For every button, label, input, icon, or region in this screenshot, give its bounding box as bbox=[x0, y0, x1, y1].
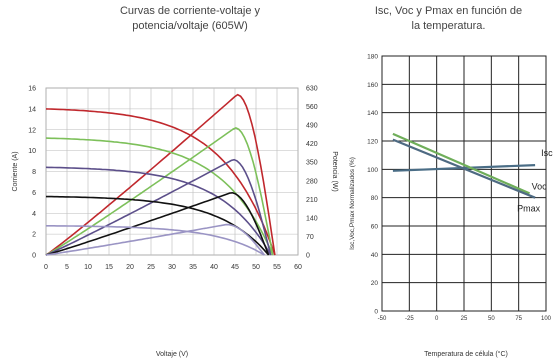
chart1-y2-tick-label: 70 bbox=[306, 234, 314, 241]
chart1-y2-tick-label: 0 bbox=[306, 253, 310, 260]
chart2-y-tick-label: 120 bbox=[367, 139, 378, 146]
chart2-series-label: Isc bbox=[541, 148, 553, 158]
chart1-y2-tick-label: 630 bbox=[306, 86, 318, 93]
chart1-y-tick-label: 8 bbox=[32, 169, 36, 176]
chart2-x-tick-label: 50 bbox=[488, 316, 495, 322]
chart1-y-tick-label: 2 bbox=[32, 232, 36, 239]
chart1-y2-tick-label: 140 bbox=[306, 215, 318, 222]
chart2-y-tick-label: 180 bbox=[367, 54, 378, 61]
chart1-title: Curvas de corriente-voltaje y potencia/v… bbox=[60, 4, 320, 34]
chart1-x-tick-label: 0 bbox=[44, 264, 48, 271]
chart1-y2-tick-label: 350 bbox=[306, 160, 318, 167]
chart2-title-line2: la temperatura. bbox=[411, 20, 486, 32]
chart1-iv-curve bbox=[45, 137, 274, 256]
chart1-title-line2: potencia/voltaje (605W) bbox=[132, 20, 248, 32]
chart1-x-tick-label: 5 bbox=[65, 264, 69, 271]
chart1-pv-curve bbox=[45, 127, 274, 256]
chart2-y-tick-label: 20 bbox=[371, 280, 379, 287]
chart2-x-tick-label: 25 bbox=[461, 316, 468, 322]
chart1-iv-curve bbox=[45, 166, 272, 256]
chart1-x-tick-label: 40 bbox=[210, 264, 218, 271]
chart1-y-tick-label: 12 bbox=[28, 127, 36, 134]
chart1-y2-axis-label: Potencia (W) bbox=[331, 151, 338, 191]
chart1-y2-tick-label: 490 bbox=[306, 123, 318, 130]
chart1-y-tick-label: 16 bbox=[28, 86, 36, 93]
chart1-x-tick-label: 15 bbox=[105, 264, 113, 271]
chart1-x-tick-label: 45 bbox=[231, 264, 239, 271]
chart2-y-tick-label: 140 bbox=[367, 110, 378, 117]
chart1-y2-tick-label: 210 bbox=[306, 197, 318, 204]
chart1-y-tick-label: 0 bbox=[32, 253, 36, 260]
chart1-x-tick-label: 35 bbox=[189, 264, 197, 271]
chart1-x-tick-label: 55 bbox=[273, 264, 281, 271]
chart1-x-axis-label: Voltaje (V) bbox=[156, 351, 188, 358]
chart2-y-tick-label: 40 bbox=[371, 252, 379, 259]
chart2-x-tick-label: 100 bbox=[541, 316, 552, 322]
chart1-pv-curve bbox=[45, 223, 266, 256]
chart2-y-tick-label: 100 bbox=[367, 167, 378, 174]
chart2-x-tick-label: -50 bbox=[378, 316, 387, 322]
chart2-x-tick-label: -25 bbox=[405, 316, 414, 322]
chart1-x-tick-label: 10 bbox=[84, 264, 92, 271]
chart1-y-tick-label: 6 bbox=[32, 190, 36, 197]
chart2-y-axis-label: Isc,Voc,Pmax Normalizados (%) bbox=[349, 157, 356, 250]
chart1-y-tick-label: 10 bbox=[28, 148, 36, 155]
chart1-x-tick-label: 30 bbox=[168, 264, 176, 271]
chart2-x-axis-label: Temperatura de célula (°C) bbox=[424, 350, 508, 358]
chart1-x-tick-label: 50 bbox=[252, 264, 260, 271]
chart1-x-tick-label: 20 bbox=[126, 264, 134, 271]
chart1-y2-tick-label: 420 bbox=[306, 141, 318, 148]
chart1-y-axis-label: Corriente (A) bbox=[12, 151, 19, 191]
chart1-y2-tick-label: 560 bbox=[306, 104, 318, 111]
chart2-series-line bbox=[392, 132, 531, 195]
chart2-title-line1: Isc, Voc y Pmax en función de bbox=[374, 5, 523, 17]
chart2-series-label: Voc bbox=[532, 181, 548, 191]
chart2-y-tick-label: 80 bbox=[371, 195, 379, 202]
chart1-pv-curve bbox=[45, 191, 270, 256]
chart1-x-tick-label: 60 bbox=[294, 264, 302, 271]
chart2-series-label: Pmax bbox=[517, 204, 541, 214]
chart2-y-tick-label: 160 bbox=[367, 82, 378, 89]
chart1-y-tick-label: 4 bbox=[32, 211, 36, 218]
chart2-y-tick-label: 0 bbox=[374, 309, 378, 316]
chart1-iv-curve bbox=[46, 195, 270, 256]
chart2-x-tick-label: 75 bbox=[515, 316, 522, 322]
chart1-pv-curve bbox=[45, 158, 272, 256]
chart2-y-tick-label: 60 bbox=[371, 224, 379, 231]
chart1-y2-tick-label: 280 bbox=[306, 178, 318, 185]
chart1-iv-curve bbox=[45, 108, 276, 256]
chart2-series-line bbox=[392, 138, 536, 199]
chart1-x-tick-label: 25 bbox=[147, 264, 155, 271]
chart2-title: Isc, Voc y Pmax en función de la tempera… bbox=[338, 4, 559, 34]
chart1-y-tick-label: 14 bbox=[28, 106, 36, 113]
chart2-x-tick-label: 0 bbox=[435, 316, 439, 322]
chart1-title-line1: Curvas de corriente-voltaje y bbox=[119, 5, 260, 17]
chart1-iv-curve bbox=[46, 225, 265, 256]
